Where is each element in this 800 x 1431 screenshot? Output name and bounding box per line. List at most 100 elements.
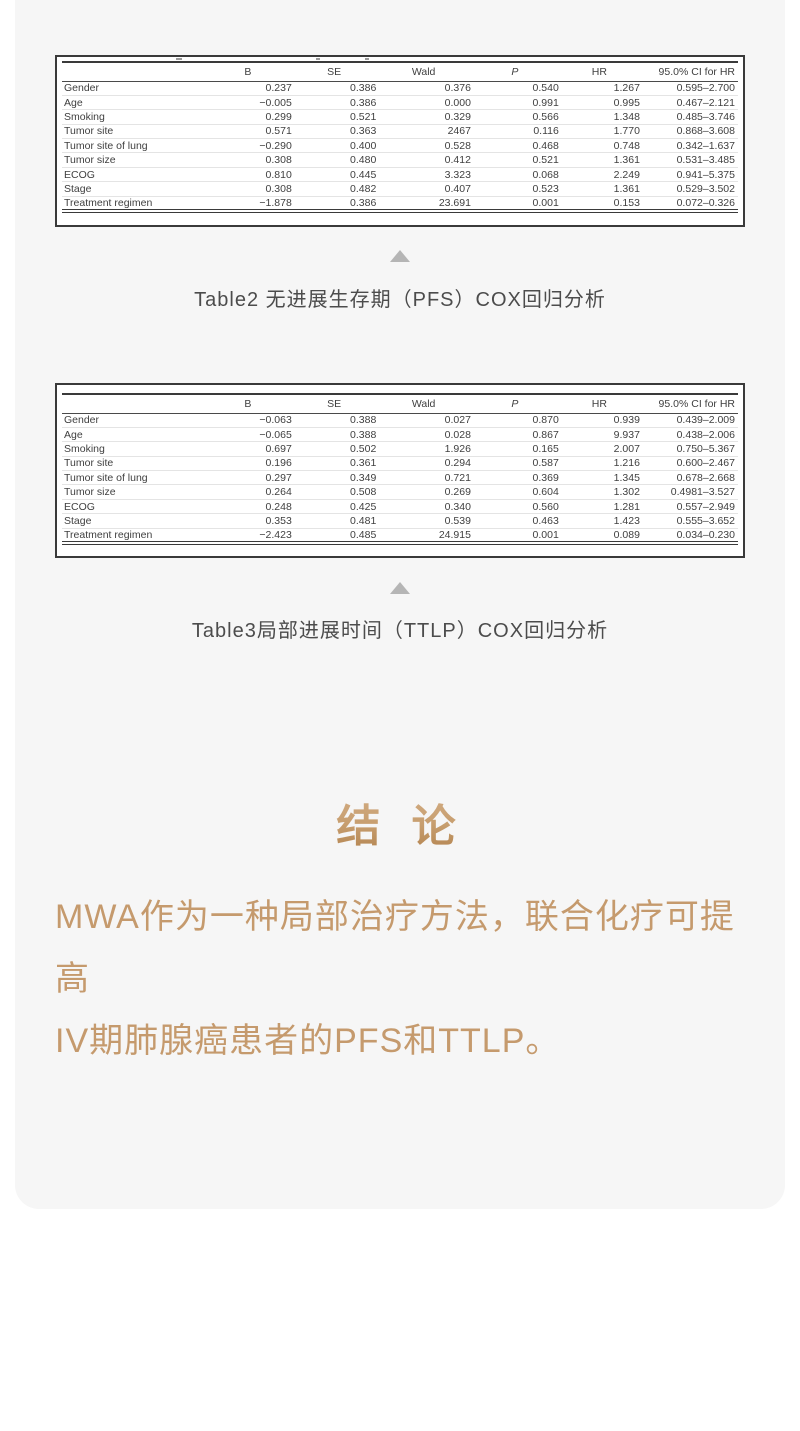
cell: 0.995 xyxy=(558,94,640,110)
row-label: Treatment regimen xyxy=(62,195,204,211)
cell: 0.555–3.652 xyxy=(639,513,738,529)
table-row: Tumor size 0.264 0.508 0.269 0.604 1.302 0.498… xyxy=(62,484,738,500)
cell: 2467 xyxy=(376,123,471,139)
cell: −0.063 xyxy=(203,412,292,428)
cell: 1.345 xyxy=(558,470,640,485)
cell: 0.034–0.230 xyxy=(639,527,738,543)
row-label: Smoking xyxy=(62,109,204,125)
collapse-triangle-icon xyxy=(390,582,410,594)
cell: 0.294 xyxy=(376,455,471,471)
conclusion-text-line: MWA作为一种局部治疗方法，联合化疗可提高 xyxy=(55,898,735,998)
cell: 0.340 xyxy=(376,498,471,514)
cell: 0.540 xyxy=(470,80,559,96)
cell: 0.001 xyxy=(470,195,559,211)
pfs-cox-table: B SE Wald P HR 95.0% CI for HR Gender 0.237 0.38… xyxy=(62,61,738,213)
cell: 1.302 xyxy=(558,484,640,500)
cell: 1.423 xyxy=(558,513,640,529)
clipped-text-remnant xyxy=(316,58,320,60)
cell: 0.072–0.326 xyxy=(639,195,738,211)
cell: 0.939 xyxy=(558,412,640,428)
row-label: Gender xyxy=(62,80,204,96)
row-label: Smoking xyxy=(62,441,204,457)
row-label: ECOG xyxy=(62,166,204,182)
row-label: Tumor size xyxy=(62,484,204,500)
column-header: HR xyxy=(558,393,640,414)
cell: 1.216 xyxy=(558,455,640,471)
content-card: B SE Wald P HR 95.0% CI for HR Gender 0.237 0.38… xyxy=(15,0,785,1209)
cell: 0.369 xyxy=(470,470,559,485)
cell: 0.571 xyxy=(203,123,292,139)
cell: 0.941–5.375 xyxy=(639,166,738,182)
cell: 0.376 xyxy=(376,80,471,96)
table2-caption: Table2 无进展生存期（PFS）COX回归分析 xyxy=(194,289,606,311)
column-header: B xyxy=(203,61,292,82)
cell: 0.468 xyxy=(470,138,559,153)
row-label: ECOG xyxy=(62,498,204,514)
conclusion-heading: 结 论 xyxy=(15,799,785,855)
cell: 0.027 xyxy=(376,412,471,428)
ttlp-cox-table-box: B SE Wald P HR 95.0% CI for HR Gender −0.063 0.3… xyxy=(55,383,745,558)
cell: −0.005 xyxy=(203,94,292,110)
table-row: Tumor site of lung −0.290 0.400 0.528 0.468 0… xyxy=(62,138,738,153)
cell: 0.425 xyxy=(291,498,377,514)
cell: 0.237 xyxy=(203,80,292,96)
row-label: Age xyxy=(62,426,204,442)
cell: −2.423 xyxy=(203,527,292,543)
cell: 0.361 xyxy=(291,455,377,471)
cell: 0.248 xyxy=(203,498,292,514)
clipped-text-remnant xyxy=(365,58,369,60)
conclusion-text-line: IV期肺腺癌患者的PFS和TTLP。 xyxy=(55,1022,561,1060)
cell: 0.529–3.502 xyxy=(639,181,738,197)
cell: 0.4981–3.527 xyxy=(639,484,738,500)
cell: 0.697 xyxy=(203,441,292,457)
table-row: Age −0.065 0.388 0.028 0.867 9.937 0.438–2.006 xyxy=(62,426,738,442)
cell: 0.400 xyxy=(291,138,377,153)
cell: 0.264 xyxy=(203,484,292,500)
column-header: P xyxy=(470,61,559,82)
table-row: Tumor site of lung 0.297 0.349 0.721 0.369 1.… xyxy=(62,470,738,485)
column-header: SE xyxy=(291,61,377,82)
cell: 2.007 xyxy=(558,441,640,457)
row-label: Treatment regimen xyxy=(62,527,204,543)
table-row: Age −0.005 0.386 0.000 0.991 0.995 0.467–2.121 xyxy=(62,94,738,110)
table-row: Stage 0.353 0.481 0.539 0.463 1.423 0.555–3.65… xyxy=(62,513,738,529)
cell: 0.521 xyxy=(470,152,559,168)
cell: 0.412 xyxy=(376,152,471,168)
table-row: Treatment regimen −1.878 0.386 23.691 0.001 0… xyxy=(62,195,738,211)
cell: 1.361 xyxy=(558,152,640,168)
table-row: ECOG 0.248 0.425 0.340 0.560 1.281 0.557–2.949 xyxy=(62,498,738,514)
cell: 0.028 xyxy=(376,426,471,442)
cell: 0.001 xyxy=(470,527,559,543)
pfs-cox-table-box: B SE Wald P HR 95.0% CI for HR Gender 0.237 0.38… xyxy=(55,55,745,227)
row-label: Tumor size xyxy=(62,152,204,168)
cell: 0.557–2.949 xyxy=(639,498,738,514)
cell: 0.308 xyxy=(203,181,292,197)
table-row: Gender −0.063 0.388 0.027 0.870 0.939 0.439–2.… xyxy=(62,412,738,428)
cell: 0.386 xyxy=(291,195,377,211)
cell: −0.065 xyxy=(203,426,292,442)
cell: 0.482 xyxy=(291,181,377,197)
row-label: Tumor site of lung xyxy=(62,470,204,485)
cell: 0.329 xyxy=(376,109,471,125)
cell: 0.521 xyxy=(291,109,377,125)
cell: 0.678–2.668 xyxy=(639,470,738,485)
cell: 0.868–3.608 xyxy=(639,123,738,139)
cell: 0.560 xyxy=(470,498,559,514)
column-header: B xyxy=(203,393,292,414)
cell: 0.463 xyxy=(470,513,559,529)
cell: 1.281 xyxy=(558,498,640,514)
column-header: Wald xyxy=(376,61,471,82)
row-label: Gender xyxy=(62,412,204,428)
cell: −1.878 xyxy=(203,195,292,211)
clipped-text-remnant xyxy=(176,58,182,60)
cell: 0.721 xyxy=(376,470,471,485)
collapse-triangle-icon xyxy=(390,250,410,262)
column-header: HR xyxy=(558,61,640,82)
row-label: Age xyxy=(62,94,204,110)
table-row: Gender 0.237 0.386 0.376 0.540 1.267 0.595–2.7… xyxy=(62,80,738,96)
cell: 0.748 xyxy=(558,138,640,153)
cell: 0.439–2.009 xyxy=(639,412,738,428)
cell: 0.587 xyxy=(470,455,559,471)
cell: 0.531–3.485 xyxy=(639,152,738,168)
table-row: Tumor size 0.308 0.480 0.412 0.521 1.361 0.531… xyxy=(62,152,738,168)
